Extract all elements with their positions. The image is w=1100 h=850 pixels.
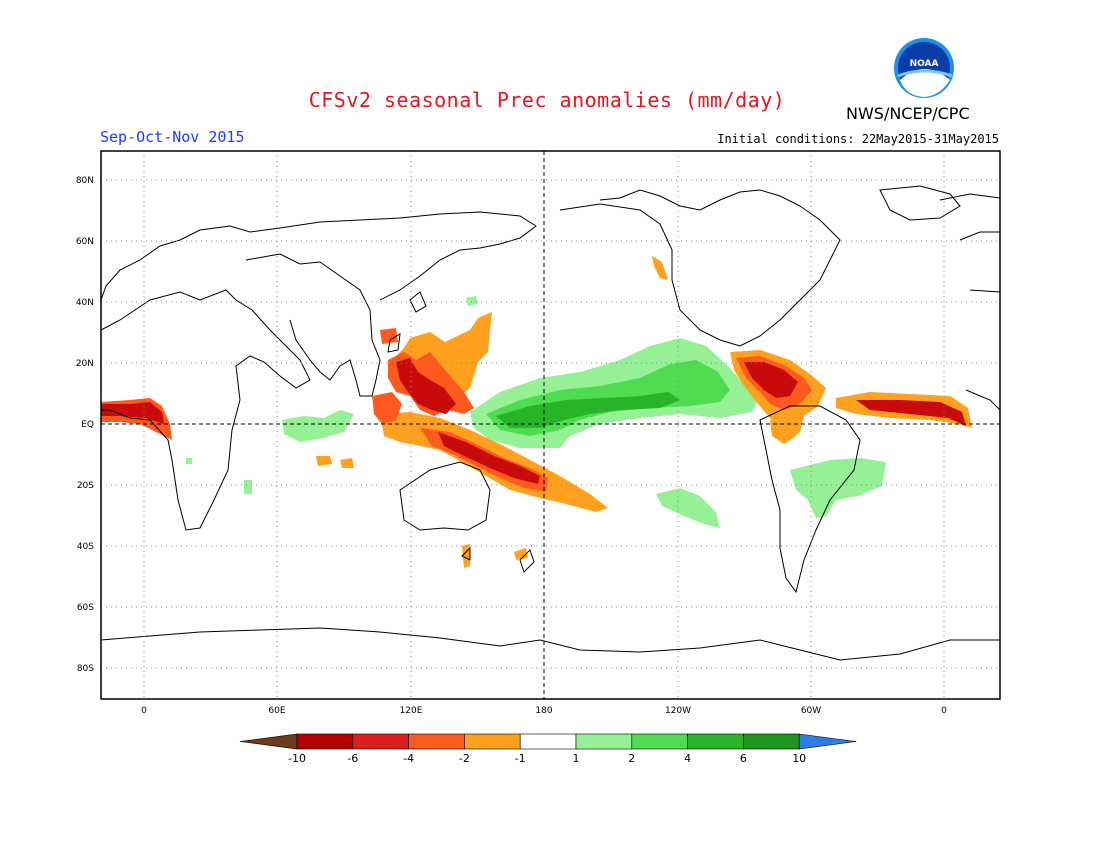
nz-dry-2 [514,548,528,560]
chart-title: CFSv2 seasonal Prec anomalies (mm/day) [308,88,786,112]
colorbar-high-arrow [798,733,857,750]
pacific-nw-wet [466,296,478,306]
noaa-logo: NOAA [894,38,954,98]
colorbar-label: -6 [347,752,358,765]
lat-axis: 80N 60N 40N 20N EQ 20S 40S 60S 80S [76,176,94,674]
colorbar-cell [352,733,409,750]
south-america-dry [770,420,796,444]
lon-label: 120W [665,706,691,716]
lon-label: 60E [268,706,285,716]
lon-label: 0 [141,706,147,716]
indonesia-dry [372,392,402,424]
colorbar-label: 10 [792,752,806,765]
atlantic-itcz-strong-dry [856,400,966,426]
west-africa-strong-dry [101,402,164,424]
initial-conditions-label: Initial conditions: 22May2015-31May2015 [717,132,999,146]
colorbar: -10 -6 -4 -2 -1 1 2 4 6 10 [239,733,857,765]
lat-label: 80N [76,176,94,186]
lat-label: 20N [76,359,94,369]
lat-label: 40N [76,298,94,308]
cpac-strong-wet [496,392,680,428]
colorbar-label: 1 [573,752,580,765]
africa-wet-spot-2 [186,458,192,464]
season-label: Sep-Oct-Nov 2015 [100,128,245,146]
colorbar-cell [743,733,800,750]
lat-label: 80S [77,664,94,674]
south-pacific-wet [656,488,720,528]
map-frame [100,150,1001,700]
taiwan-dry [380,328,398,344]
indian-ocean-dry-spot [316,456,332,466]
indian-ocean-dry-spot-2 [340,458,354,468]
lon-label: 120E [400,706,423,716]
colorbar-label: 2 [628,752,635,765]
colorbar-label: 4 [684,752,691,765]
colorbar-cell [464,733,521,750]
west-coast-us-dry [652,256,668,280]
colorbar-label: -1 [515,752,526,765]
anomaly-shading [101,256,972,568]
lon-axis: 0 60E 120E 180 120W 60W 0 [141,706,947,716]
africa-wet-spot [244,480,252,494]
caribbean-strong-dry [744,362,798,398]
indian-ocean-wet [282,410,354,442]
lon-label: 180 [535,706,552,716]
lon-label: 60W [801,706,821,716]
agency-label: NWS/NCEP/CPC [846,104,970,123]
lat-label: 60N [76,237,94,247]
logo-text: NOAA [910,59,939,69]
colorbar-label: 6 [740,752,747,765]
colorbar-cell [631,733,688,750]
lat-label: 40S [77,542,94,552]
colorbar-label: -4 [403,752,414,765]
colorbar-cell [408,733,465,750]
lon-label: 0 [941,706,947,716]
colorbar-label: -10 [288,752,306,765]
coastlines [100,185,1001,661]
spcz-strong-dry [438,432,540,484]
south-america-wet [790,458,886,518]
lat-label: 20S [77,481,94,491]
colorbar-cell [296,733,354,750]
lat-label: 60S [77,603,94,613]
colorbar-label: -2 [459,752,470,765]
colorbar-cell [575,733,633,750]
lat-label: EQ [81,420,94,430]
colorbar-cell [519,733,577,750]
colorbar-cell [687,733,744,750]
colorbar-low-arrow [239,733,298,750]
reference-lines [101,151,1000,699]
